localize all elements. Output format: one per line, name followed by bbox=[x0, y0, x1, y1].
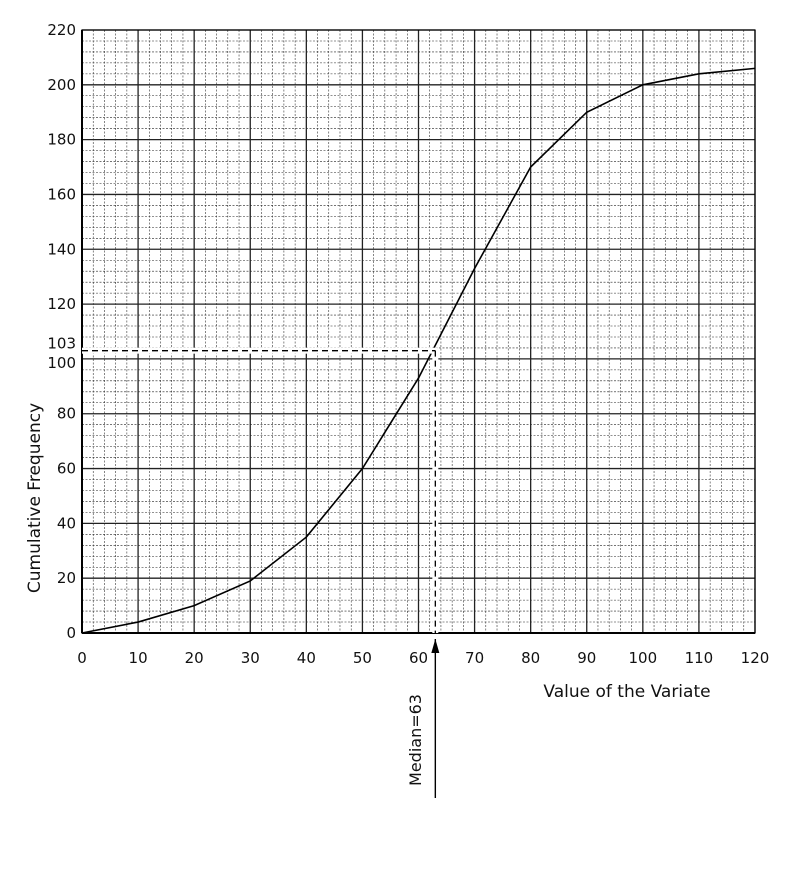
median-dash-backing-h bbox=[82, 347, 438, 354]
y-tick-label: 100 bbox=[47, 354, 76, 372]
x-tick-label: 80 bbox=[521, 649, 540, 667]
median-arrowhead bbox=[431, 639, 440, 653]
ogive-series bbox=[81, 67, 756, 634]
x-tick-label: 70 bbox=[465, 649, 484, 667]
cumulative-frequency-line bbox=[81, 67, 756, 634]
x-tick-label: 60 bbox=[409, 649, 428, 667]
y-tick-label: 120 bbox=[47, 295, 76, 313]
y-tick-label: 180 bbox=[47, 131, 76, 149]
y-tick-label: 220 bbox=[47, 21, 76, 39]
axes bbox=[81, 29, 756, 634]
y-tick-label: 40 bbox=[57, 514, 76, 532]
y-axis-label: Cumulative Frequency bbox=[25, 403, 45, 593]
y-tick-label: 103 bbox=[47, 335, 76, 353]
x-tick-label: 90 bbox=[577, 649, 596, 667]
x-axis-label: Value of the Variate bbox=[543, 682, 710, 702]
y-tick-label: 20 bbox=[57, 569, 76, 587]
x-tick-label: 0 bbox=[77, 649, 87, 667]
median-annotation bbox=[82, 347, 440, 798]
x-tick-label: 120 bbox=[741, 649, 770, 667]
median-label: Median=63 bbox=[406, 694, 425, 786]
y-tick-label: 0 bbox=[66, 624, 76, 642]
x-tick-label: 40 bbox=[297, 649, 316, 667]
x-tick-labels: 0 10 20 30 40 50 60 70 80 90 100 110 120 bbox=[77, 649, 769, 667]
y-tick-label: 160 bbox=[47, 185, 76, 203]
x-tick-label: 50 bbox=[353, 649, 372, 667]
x-tick-label: 30 bbox=[241, 649, 260, 667]
x-tick-label: 10 bbox=[129, 649, 148, 667]
y-tick-label: 200 bbox=[47, 76, 76, 94]
y-tick-label: 60 bbox=[57, 460, 76, 478]
y-tick-label: 140 bbox=[47, 240, 76, 258]
y-tick-label: 80 bbox=[57, 405, 76, 423]
plot-frame bbox=[81, 29, 756, 634]
x-tick-label: 100 bbox=[629, 649, 658, 667]
x-tick-label: 110 bbox=[685, 649, 714, 667]
x-tick-label: 20 bbox=[185, 649, 204, 667]
